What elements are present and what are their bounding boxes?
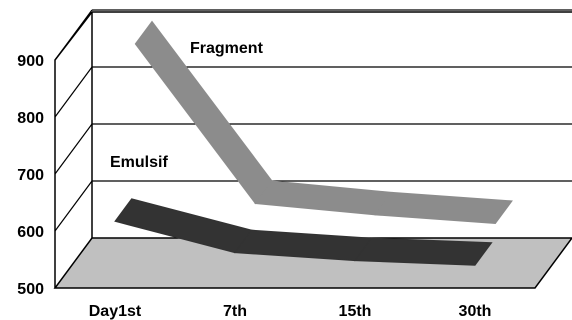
y-axis-tick-labels: 500 600 700 800 900 [17,53,44,298]
side-gridline [54,123,93,175]
y-tick-label: 500 [17,281,44,298]
series-ribbons [114,20,513,266]
side-gridline [54,9,93,61]
ribbon-emulsif [114,198,493,266]
series-label-fragment: Fragment [190,40,264,57]
ribbon-segment [254,180,393,216]
x-tick-label: 7th [223,303,247,320]
x-tick-label: 15th [339,303,372,320]
y-tick-label: 600 [17,224,44,241]
y-tick-label: 900 [17,53,44,70]
x-axis-tick-labels: Day1st 7th 15th 30th [89,303,492,320]
y-tick-label: 800 [17,110,44,127]
series-label-emulsif: Emulsif [110,154,168,171]
y-tick-label: 700 [17,167,44,184]
ribbon-segment [374,191,513,224]
x-tick-label: 30th [459,303,492,320]
series-labels: Fragment Emulsif [110,40,264,171]
gridlines [54,9,572,232]
side-gridline [54,66,93,118]
ribbon-fragment [134,20,513,224]
side-gridline [54,180,93,232]
ribbon-segment [354,237,493,266]
x-tick-label: Day1st [89,303,142,320]
